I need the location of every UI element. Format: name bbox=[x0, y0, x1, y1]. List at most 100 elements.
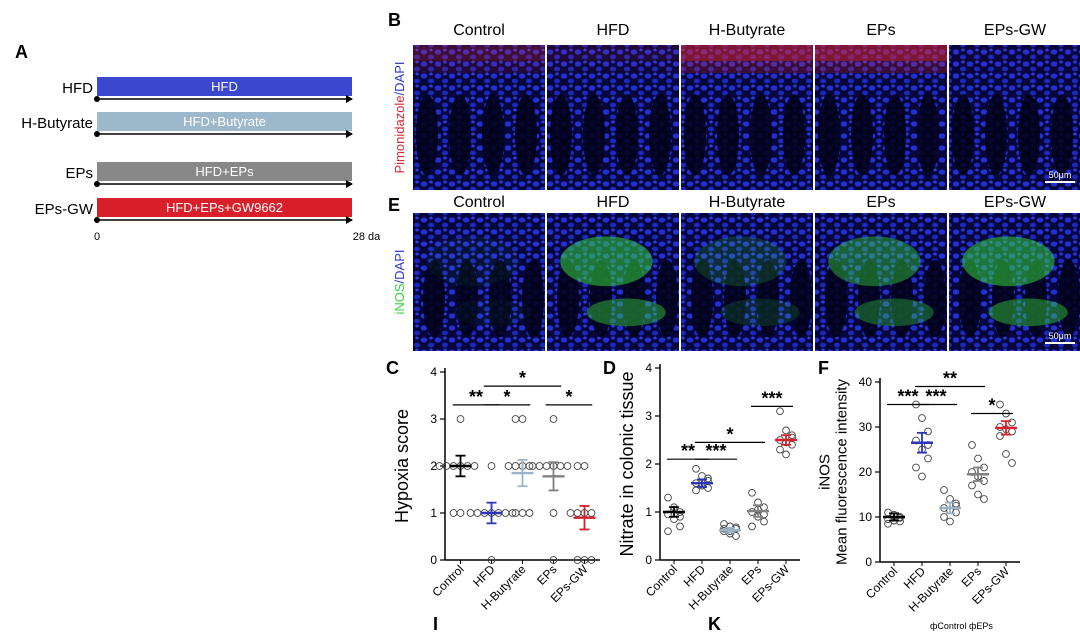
pimonidazole-stain bbox=[815, 45, 947, 61]
data-point bbox=[924, 454, 932, 463]
data-point bbox=[912, 436, 920, 445]
data-point bbox=[720, 520, 728, 528]
data-point bbox=[748, 488, 756, 497]
data-point bbox=[535, 462, 544, 470]
x-tick-label: H-Butyrate bbox=[478, 562, 529, 613]
footer-legend: фControl фEPs bbox=[930, 621, 993, 631]
x-tick-label: EPs bbox=[739, 562, 764, 587]
dapi-label: /DAPI bbox=[392, 249, 407, 283]
data-point bbox=[573, 509, 582, 517]
data-point bbox=[587, 509, 596, 517]
timeline-row-label: H-Butyrate bbox=[21, 115, 93, 132]
data-point bbox=[525, 509, 534, 517]
crypt-lumen bbox=[952, 94, 974, 176]
micro-group-label: Control bbox=[453, 22, 505, 39]
x-tick-label: Control bbox=[863, 564, 900, 601]
data-point bbox=[940, 486, 948, 494]
data-point bbox=[470, 462, 479, 470]
significance-label: *** bbox=[925, 387, 946, 407]
crypt-lumen bbox=[515, 94, 537, 176]
inos-stain bbox=[962, 236, 1055, 287]
crypt-lumen bbox=[550, 94, 572, 176]
data-point bbox=[918, 414, 926, 422]
crypt-lumen bbox=[917, 94, 939, 176]
timeline-start-dot bbox=[94, 131, 100, 137]
data-point bbox=[974, 454, 982, 463]
pimonidazole-stain bbox=[681, 61, 813, 73]
data-point bbox=[511, 462, 520, 470]
data-point bbox=[542, 462, 551, 470]
crypt-lumen bbox=[456, 259, 478, 338]
data-point bbox=[556, 462, 565, 470]
data-point bbox=[946, 506, 954, 515]
timeline-bar-label: HFD+EPs bbox=[195, 164, 254, 179]
data-point bbox=[566, 509, 575, 517]
data-point bbox=[788, 431, 796, 440]
data-point bbox=[676, 522, 684, 531]
y-axis-label: Hypoxia score bbox=[392, 409, 412, 523]
inos-stain bbox=[452, 298, 532, 327]
data-point bbox=[788, 440, 796, 449]
crypt-lumen bbox=[1051, 94, 1073, 176]
crypt-lumen bbox=[449, 94, 471, 176]
timeline-axis-end: 28 days bbox=[353, 231, 380, 243]
crypt-lumen bbox=[959, 259, 981, 338]
data-point bbox=[952, 508, 960, 517]
timeline-bar bbox=[97, 198, 352, 217]
data-point bbox=[996, 400, 1004, 409]
data-point bbox=[463, 462, 472, 470]
y-tick-label: 3 bbox=[645, 409, 652, 423]
panel-label-i: I bbox=[433, 614, 439, 634]
data-point bbox=[525, 462, 534, 470]
significance-label: *** bbox=[761, 388, 782, 408]
timeline-row-label: EPs-GW bbox=[35, 201, 94, 218]
inos-stain bbox=[426, 236, 519, 287]
data-point bbox=[896, 513, 904, 521]
data-point bbox=[511, 415, 520, 423]
pimonidazole-stain bbox=[681, 45, 813, 61]
data-point bbox=[760, 510, 768, 519]
data-point bbox=[670, 505, 678, 514]
data-point bbox=[748, 508, 756, 516]
data-point bbox=[754, 505, 762, 514]
y-tick-label: 0 bbox=[430, 553, 437, 567]
data-point bbox=[968, 468, 976, 476]
micro-group-label: EPs bbox=[866, 22, 895, 39]
significance-label: ** bbox=[681, 441, 695, 461]
data-point bbox=[573, 556, 582, 564]
data-point bbox=[466, 509, 475, 517]
y-tick-label: 0 bbox=[645, 553, 652, 567]
data-point bbox=[732, 523, 740, 532]
panel-label-e: E bbox=[388, 195, 401, 215]
y-tick-label: 1 bbox=[430, 506, 437, 520]
crypt-lumen bbox=[649, 94, 671, 176]
crypt-lumen bbox=[691, 259, 713, 338]
inos-stain bbox=[560, 236, 653, 287]
crypt-lumen bbox=[924, 259, 946, 338]
panel-label-a: A bbox=[15, 42, 28, 62]
data-point bbox=[924, 441, 932, 449]
inos-stain bbox=[828, 236, 921, 287]
data-point bbox=[980, 495, 988, 503]
y-axis-label: iNOS bbox=[817, 454, 834, 490]
data-point bbox=[664, 493, 672, 502]
crypt-lumen bbox=[783, 94, 805, 176]
significance-label: ** bbox=[469, 387, 483, 407]
crypt-lumen bbox=[891, 259, 913, 338]
data-point bbox=[952, 499, 960, 508]
timeline-arrowhead bbox=[346, 216, 353, 224]
x-tick-label: Control bbox=[429, 562, 466, 599]
data-point bbox=[1002, 425, 1010, 434]
inos-stain bbox=[720, 298, 800, 327]
pimonidazole-stain bbox=[949, 45, 1080, 61]
micro-row-label: iNOS/DAPI bbox=[392, 249, 407, 314]
significance-label: * bbox=[519, 368, 526, 388]
x-tick-label: EPs bbox=[534, 562, 559, 587]
data-point bbox=[940, 513, 948, 521]
data-point bbox=[704, 476, 712, 485]
significance-label: * bbox=[565, 387, 572, 407]
data-point bbox=[692, 486, 700, 495]
panel-label-k: K bbox=[708, 614, 721, 634]
crypt-lumen bbox=[656, 259, 678, 338]
data-point bbox=[456, 462, 465, 470]
